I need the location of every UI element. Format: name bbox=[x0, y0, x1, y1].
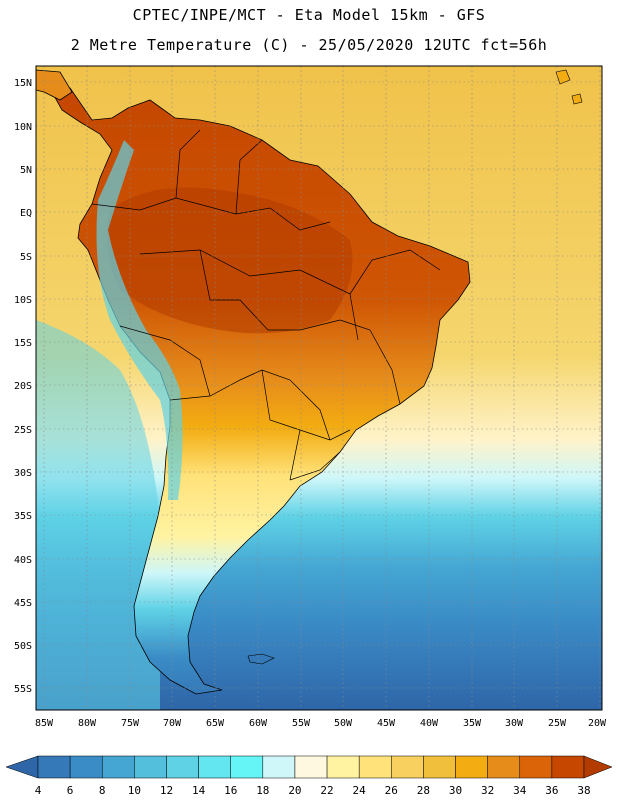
colorbar-label: 12 bbox=[160, 784, 173, 797]
map-frame bbox=[35, 65, 603, 711]
colorbar-label: 32 bbox=[481, 784, 494, 797]
colorbar-swatch bbox=[134, 755, 167, 779]
colorbar-swatch bbox=[37, 755, 71, 779]
colorbar-swatch bbox=[326, 755, 360, 779]
lon-label: 65W bbox=[206, 718, 225, 729]
colorbar-label: 14 bbox=[192, 784, 206, 797]
map-subtitle: 2 Metre Temperature (C) - 25/05/2020 12U… bbox=[70, 36, 548, 54]
colorbar-swatch bbox=[519, 755, 553, 779]
lat-label: 55S bbox=[14, 684, 32, 695]
lat-label: 10N bbox=[14, 122, 32, 133]
colorbar-label: 10 bbox=[128, 784, 141, 797]
colorbar-label: 22 bbox=[320, 784, 333, 797]
lat-label: 15N bbox=[14, 78, 32, 89]
map-title: CPTEC/INPE/MCT - Eta Model 15km - GFS bbox=[132, 6, 486, 24]
colorbar-swatch bbox=[487, 755, 521, 779]
colorbar-label: 28 bbox=[417, 784, 430, 797]
colorbar-label: 38 bbox=[577, 784, 590, 797]
humboldt-cool-band bbox=[36, 320, 160, 710]
lon-label: 40W bbox=[420, 718, 439, 729]
colorbar-swatch bbox=[69, 755, 103, 779]
colorbar-label: 34 bbox=[513, 784, 527, 797]
lon-label: 35W bbox=[463, 718, 482, 729]
lat-label: 15S bbox=[14, 338, 32, 349]
lat-label: EQ bbox=[20, 208, 32, 219]
lat-label: 45S bbox=[14, 598, 32, 609]
colorbar-swatch bbox=[166, 755, 199, 779]
colorbar: 4 6 8 10 12 14 16 18 20 22 24 26 28 30 32 34 36 38 bbox=[5, 755, 613, 797]
colorbar-arrow-high bbox=[583, 755, 613, 779]
colorbar-swatch bbox=[391, 755, 424, 779]
lon-label: 75W bbox=[121, 718, 140, 729]
country-borders bbox=[91, 129, 441, 481]
colorbar-swatch bbox=[423, 755, 456, 779]
latitude-labels: 15N 10N 5N EQ 5S 10S 15S 20S 25S 30S 35S… bbox=[14, 78, 32, 695]
lon-label: 55W bbox=[292, 718, 311, 729]
colorbar-swatch bbox=[262, 755, 296, 779]
colorbar-swatch bbox=[294, 755, 328, 779]
lat-label: 30S bbox=[14, 468, 32, 479]
colorbar-label: 24 bbox=[353, 784, 367, 797]
lon-label: 50W bbox=[334, 718, 353, 729]
colorbar-label: 30 bbox=[449, 784, 462, 797]
lon-label: 70W bbox=[163, 718, 182, 729]
central-america-land bbox=[36, 69, 73, 101]
colorbar-swatch bbox=[230, 755, 264, 779]
colorbar-label: 16 bbox=[224, 784, 237, 797]
lon-label: 20W bbox=[588, 718, 607, 729]
colorbar-swatch bbox=[358, 755, 392, 779]
lon-label: 30W bbox=[505, 718, 524, 729]
lon-label: 80W bbox=[78, 718, 97, 729]
lat-label: 20S bbox=[14, 381, 32, 392]
longitude-labels: 85W 80W 75W 70W 65W 60W 55W 50W 45W 40W … bbox=[35, 718, 607, 729]
caribbean-islands bbox=[555, 69, 583, 105]
colorbar-swatch bbox=[455, 755, 488, 779]
graticule bbox=[36, 66, 602, 710]
lat-label: 35S bbox=[14, 511, 32, 522]
lat-label: 40S bbox=[14, 555, 32, 566]
colorbar-label: 8 bbox=[99, 784, 106, 797]
colorbar-swatch bbox=[198, 755, 231, 779]
lon-label: 25W bbox=[548, 718, 567, 729]
lat-label: 25S bbox=[14, 425, 32, 436]
colorbar-label: 20 bbox=[288, 784, 301, 797]
colorbar-label: 36 bbox=[545, 784, 558, 797]
lat-label: 5N bbox=[20, 165, 32, 176]
amazon-hot-core bbox=[106, 187, 353, 334]
colorbar-label: 4 bbox=[35, 784, 42, 797]
colorbar-label: 18 bbox=[256, 784, 269, 797]
colorbar-swatch bbox=[101, 755, 135, 779]
lat-label: 10S bbox=[14, 295, 32, 306]
falkland-islands bbox=[247, 653, 275, 665]
colorbar-label: 26 bbox=[385, 784, 398, 797]
colorbar-label: 6 bbox=[67, 784, 74, 797]
andes-cool-strip bbox=[96, 140, 183, 500]
lon-label: 45W bbox=[377, 718, 396, 729]
lon-label: 85W bbox=[35, 718, 54, 729]
lat-label: 5S bbox=[20, 252, 32, 263]
lon-label: 60W bbox=[249, 718, 268, 729]
colorbar-arrow-low bbox=[5, 755, 39, 779]
colorbar-swatch bbox=[551, 755, 585, 779]
lat-label: 50S bbox=[14, 641, 32, 652]
